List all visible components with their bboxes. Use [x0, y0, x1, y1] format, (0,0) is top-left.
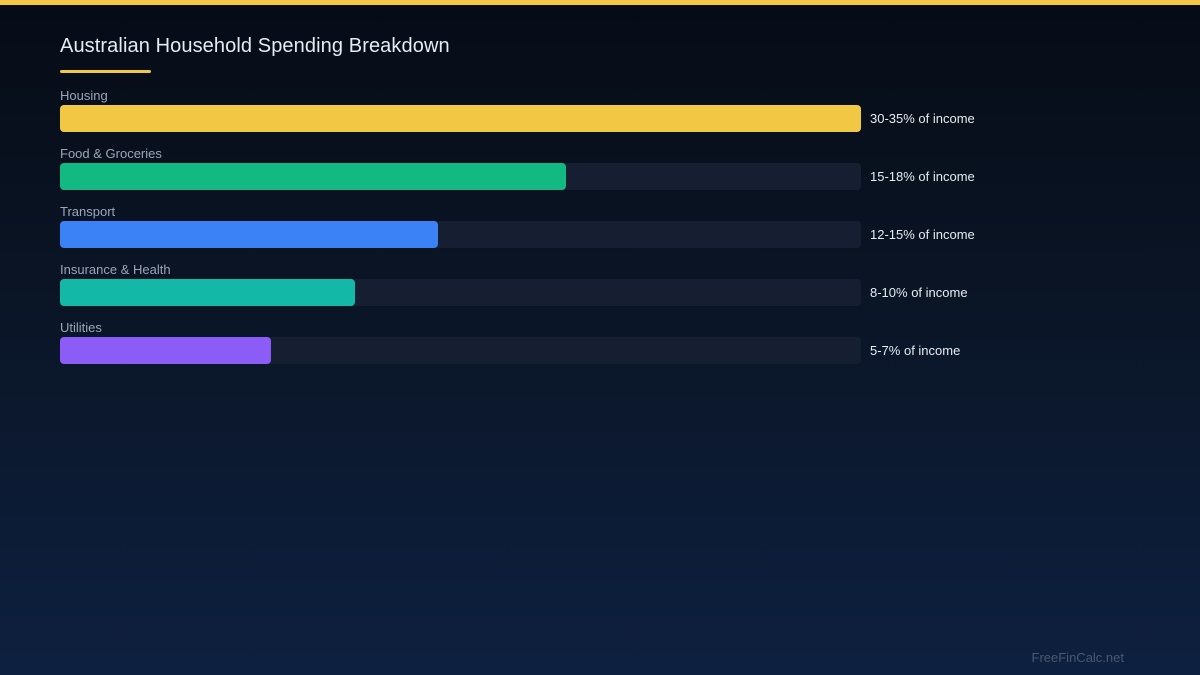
bar [60, 163, 566, 190]
category-label: Housing [60, 88, 108, 103]
chart-title: Australian Household Spending Breakdown [60, 35, 450, 57]
bar-track [60, 337, 861, 364]
title-underline [60, 70, 151, 73]
bar [60, 279, 355, 306]
bar-row: Housing 30-35% of income [60, 88, 1000, 148]
value-label: 5-7% of income [870, 343, 961, 358]
bar-row: Insurance & Health 8-10% of income [60, 262, 1000, 322]
brand-watermark: FreeFinCalc.net [1031, 650, 1124, 665]
value-label: 30-35% of income [870, 111, 975, 126]
bar-track [60, 105, 861, 132]
bar-row: Food & Groceries 15-18% of income [60, 146, 1000, 206]
top-accent-bar [0, 0, 1200, 5]
bar-track [60, 221, 861, 248]
bar-row: Transport 12-15% of income [60, 204, 1000, 264]
bar [60, 221, 438, 248]
bar-row: Utilities 5-7% of income [60, 320, 1000, 380]
bar [60, 337, 271, 364]
category-label: Transport [60, 204, 116, 219]
value-label: 12-15% of income [870, 227, 975, 242]
category-label: Food & Groceries [60, 146, 162, 161]
category-label: Utilities [60, 320, 102, 335]
bar [60, 105, 861, 132]
category-label: Insurance & Health [60, 262, 171, 277]
value-label: 8-10% of income [870, 285, 968, 300]
bar-track [60, 279, 861, 306]
bar-track [60, 163, 861, 190]
value-label: 15-18% of income [870, 169, 975, 184]
